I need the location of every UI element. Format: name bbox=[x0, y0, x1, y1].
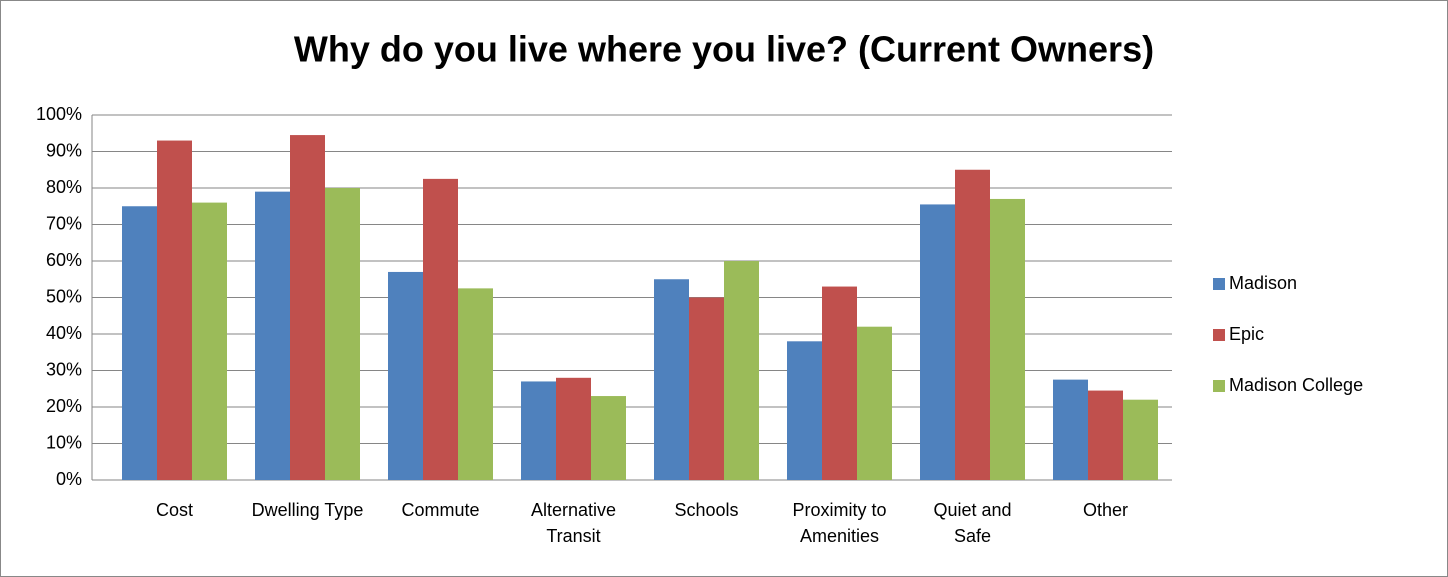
bar bbox=[388, 271, 423, 480]
bar bbox=[955, 169, 990, 480]
x-tick-label: Commute bbox=[401, 500, 480, 520]
x-tick-label: Schools bbox=[674, 500, 739, 520]
chart-title: Why do you live where you live? (Current… bbox=[294, 29, 1154, 70]
bar bbox=[920, 204, 955, 481]
x-tick-label: Dwelling Type bbox=[251, 500, 364, 520]
x-tick-label: Alternative Transit bbox=[530, 500, 617, 546]
bar bbox=[787, 341, 822, 480]
bar bbox=[1053, 379, 1088, 480]
bar bbox=[290, 135, 325, 480]
legend-label: Madison College bbox=[1229, 375, 1363, 395]
bar bbox=[724, 261, 759, 480]
x-tick-label: Quiet and Safe bbox=[933, 500, 1012, 546]
y-tick-label: 70% bbox=[46, 213, 82, 233]
x-tick-label: Cost bbox=[155, 500, 193, 520]
bar bbox=[157, 140, 192, 481]
y-tick-label: 100% bbox=[36, 104, 82, 124]
x-tick-label: Other bbox=[1082, 500, 1129, 520]
bar bbox=[654, 279, 689, 480]
y-tick-label: 20% bbox=[46, 396, 82, 416]
bar bbox=[556, 377, 591, 480]
bar bbox=[325, 188, 360, 480]
x-tick-label: Proximity to Amenities bbox=[792, 500, 887, 546]
y-tick-label: 40% bbox=[46, 323, 82, 343]
legend-label: Epic bbox=[1229, 324, 1264, 344]
bar bbox=[591, 396, 626, 480]
legend-swatch bbox=[1213, 380, 1225, 392]
y-tick-label: 10% bbox=[46, 432, 82, 452]
y-tick-label: 90% bbox=[46, 140, 82, 160]
bar bbox=[255, 191, 290, 480]
bar bbox=[192, 202, 227, 480]
bar bbox=[458, 288, 493, 480]
bar bbox=[423, 178, 458, 480]
legend-label: Madison bbox=[1229, 273, 1297, 293]
bar bbox=[990, 198, 1025, 480]
legend-swatch bbox=[1213, 329, 1225, 341]
bar bbox=[822, 286, 857, 480]
y-tick-label: 0% bbox=[56, 469, 82, 489]
bar bbox=[521, 381, 556, 480]
y-tick-label: 60% bbox=[46, 250, 82, 270]
y-tick-label: 50% bbox=[46, 286, 82, 306]
bar bbox=[857, 326, 892, 480]
bar bbox=[689, 297, 724, 480]
legend-swatch bbox=[1213, 278, 1225, 290]
bar bbox=[1123, 399, 1158, 480]
bar bbox=[1088, 390, 1123, 480]
bar bbox=[122, 206, 157, 480]
y-tick-label: 80% bbox=[46, 177, 82, 197]
y-tick-label: 30% bbox=[46, 359, 82, 379]
